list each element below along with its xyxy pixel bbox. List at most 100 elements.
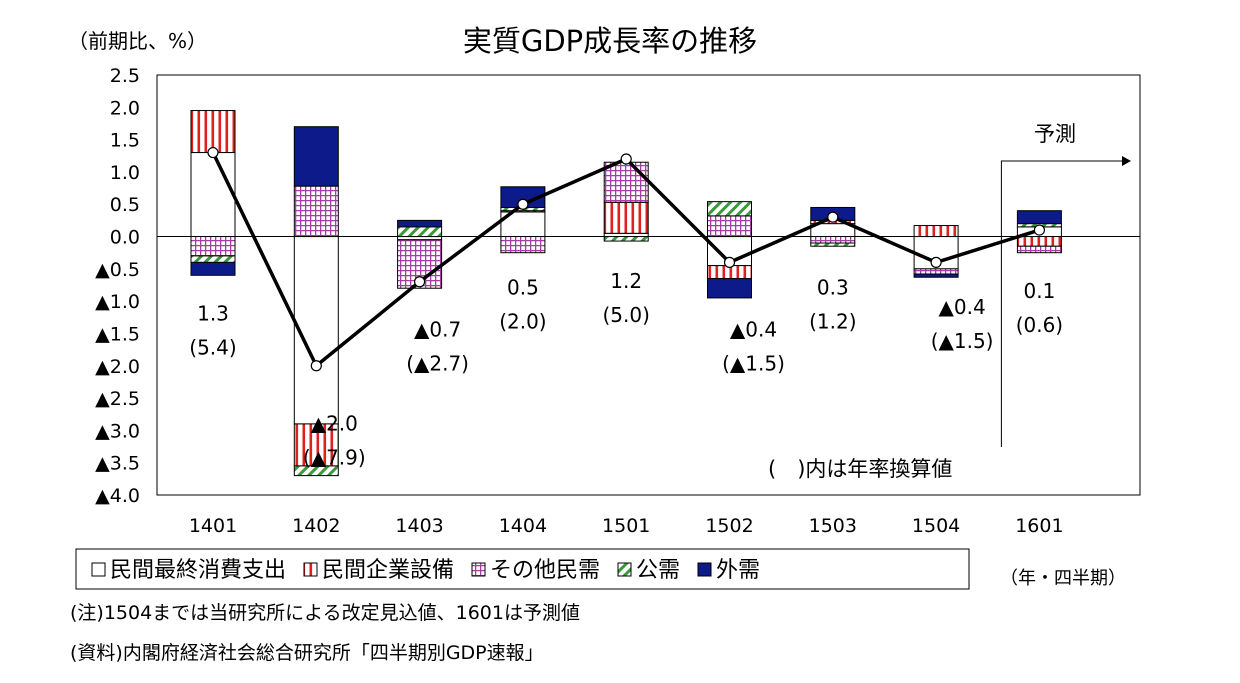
annualized-value-label: (5.0): [602, 303, 649, 327]
legend-label: その他民需: [490, 558, 600, 583]
bar-segment: [500, 236, 546, 254]
annualized-value-label: (▲2.7): [406, 352, 469, 376]
y-tick-label: 1.0: [110, 162, 140, 184]
total-point: [827, 211, 839, 223]
x-axis: 1401 1402 1403 1404 1501 1502 1503 1504 1601: [189, 515, 1064, 537]
legend-label: 公需: [636, 558, 680, 583]
bar-segment: [603, 201, 649, 234]
y-axis: 2.5 2.0 1.5 1.0 0.5 0.0 ▲0.5 ▲1.0 ▲1.5 ▲2.0 ▲2.5 ▲3…: [95, 65, 140, 507]
total-value-label: 0.1: [1023, 279, 1055, 303]
x-tick-label: 1403: [395, 515, 443, 537]
x-tick-label: 1503: [809, 515, 857, 537]
footnote-source: (資料)内閣府経済社会総合研究所「四半期別GDP速報」: [70, 642, 544, 664]
bar-segment: [293, 423, 339, 467]
total-value-label: 0.5: [507, 276, 539, 300]
y-tick-label: 2.5: [110, 65, 140, 87]
total-value-label: ▲0.4: [730, 318, 777, 342]
bar-segment: [1016, 236, 1062, 247]
legend-label: 民間企業設備: [322, 558, 454, 583]
x-axis-label: （年・四半期）: [1000, 568, 1126, 589]
total-value-label: 1.2: [610, 269, 642, 293]
bar-segment: [913, 273, 959, 278]
y-tick-label: ▲3.5: [95, 453, 140, 475]
bar-segment: [603, 236, 649, 242]
bar-segment: [190, 110, 236, 154]
total-point: [310, 360, 322, 372]
x-tick-label: 1401: [189, 515, 237, 537]
bar-segment: [913, 225, 959, 238]
legend-swatch: [617, 562, 632, 577]
legend-swatch: [91, 562, 106, 577]
bar-segment: [293, 465, 339, 477]
total-point: [620, 153, 632, 165]
x-tick-label: 1404: [499, 515, 547, 537]
bar-segment: [810, 236, 856, 244]
x-tick-label: 1502: [705, 515, 753, 537]
total-value-label: 1.3: [197, 302, 229, 326]
y-tick-label: ▲1.0: [95, 291, 140, 313]
forecast-marker: 予測: [1000, 122, 1131, 447]
total-point: [1033, 224, 1046, 236]
bar-segment: [190, 261, 236, 276]
chart-title: 実質GDP成長率の推移: [463, 24, 757, 58]
legend-label: 外需: [716, 558, 760, 583]
x-tick-label: 1501: [602, 515, 650, 537]
bar-segment: [293, 126, 339, 187]
bar-segment: [603, 161, 649, 203]
legend-label: 民間最終消費支出: [110, 558, 286, 583]
y-tick-label: 0.5: [110, 194, 140, 216]
annualized-value-label: (0.6): [1016, 313, 1063, 337]
legend: 民間最終消費支出 民間企業設備 その他民需 公需 外需: [75, 548, 970, 590]
bar-segment: [707, 278, 752, 299]
total-value-label: ▲0.4: [939, 295, 986, 319]
forecast-bracket: [1000, 160, 1122, 447]
total-line: [207, 146, 1046, 372]
total-point: [930, 256, 942, 268]
x-tick-label: 1504: [912, 515, 960, 537]
legend-swatch: [303, 562, 318, 577]
bar-segment: [397, 226, 443, 238]
total-labels: 1.3 (5.4) ▲2.0 (▲7.9) ▲0.7 (▲2.7) 0.5 (2.0) 1.2 (…: [189, 269, 1063, 469]
annualized-value-label: (1.2): [809, 310, 856, 334]
bar-segment: [1016, 245, 1062, 254]
bar-segment: [1016, 210, 1062, 225]
y-tick-label: ▲4.0: [95, 485, 140, 507]
y-tick-label: 2.0: [110, 97, 140, 119]
annualized-value-label: (▲1.5): [722, 352, 785, 376]
plot-area: [156, 74, 1141, 496]
annualized-value-label: (▲7.9): [303, 445, 366, 469]
y-unit-label: （前期比、%）: [68, 29, 207, 53]
annualized-value-label: (2.0): [499, 310, 546, 334]
annualized-annotation: ( )内は年率換算値: [768, 457, 952, 481]
bar-segment: [190, 255, 236, 263]
total-point: [207, 146, 219, 159]
bar-segment: [190, 152, 236, 238]
x-tick-label: 1402: [292, 515, 340, 537]
total-point: [414, 276, 426, 288]
bar-segment: [397, 219, 443, 228]
total-value-label: ▲2.0: [311, 411, 358, 435]
y-tick-label: 0.0: [110, 227, 140, 249]
bar-segment: [707, 201, 752, 217]
legend-swatch: [697, 562, 712, 577]
bar-segment: [810, 242, 856, 247]
y-tick-label: ▲2.5: [95, 388, 140, 410]
annualized-value-label: (▲1.5): [931, 329, 994, 353]
annualized-value-label: (5.4): [189, 336, 236, 360]
footnote-note: (注)1504までは当研究所による改定見込値、1601は予測値: [70, 602, 580, 624]
y-tick-label: ▲2.0: [95, 356, 140, 378]
total-value-label: 0.3: [817, 276, 849, 300]
y-tick-label: ▲1.5: [95, 323, 140, 345]
y-tick-label: ▲3.0: [95, 420, 140, 442]
legend-swatch: [471, 562, 486, 577]
x-tick-label: 1601: [1015, 515, 1063, 537]
y-tick-label: ▲0.5: [95, 259, 140, 281]
total-point: [723, 256, 736, 268]
forecast-arrow-head: [1122, 156, 1131, 166]
bar-segment: [190, 236, 236, 257]
total-value-label: ▲0.7: [414, 318, 461, 342]
bar-segment: [707, 215, 752, 238]
y-tick-label: 1.5: [110, 130, 140, 152]
bar-segment: [293, 185, 339, 238]
